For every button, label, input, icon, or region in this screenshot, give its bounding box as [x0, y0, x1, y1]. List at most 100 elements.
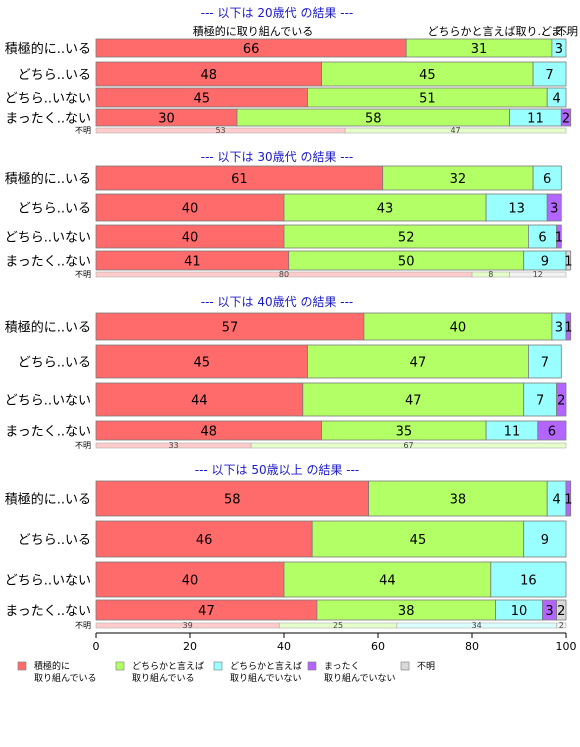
row-label: どちら..いる: [18, 68, 91, 83]
unknown-segment: [250, 442, 567, 449]
bar-segment: [546, 193, 562, 222]
bar-value-label: 45: [193, 356, 210, 371]
bar-value-label: 43: [377, 202, 394, 217]
row-label: まったく..ない: [5, 604, 91, 619]
row-label: まったく..ない: [5, 255, 91, 270]
bar-value-label: 46: [196, 533, 213, 548]
row-label: どちら..いる: [18, 533, 91, 548]
top-label-3: ど..: [541, 25, 559, 38]
bar-value-label: 51: [419, 92, 436, 107]
bar-segment: [551, 38, 567, 58]
bar-segment: [490, 561, 567, 598]
unknown-label: 不明: [75, 270, 91, 279]
bar-segment: [95, 344, 308, 379]
bar-value-label: 50: [398, 255, 415, 270]
unknown-value-label: 25: [333, 621, 343, 630]
bar-value-label: 41: [184, 255, 201, 270]
bar-value-label: 6: [543, 172, 551, 187]
x-tick-label: 60: [371, 640, 385, 653]
bar-value-label: 47: [410, 356, 427, 371]
legend-swatch: [213, 661, 223, 671]
bar-segment: [560, 108, 572, 127]
bar-value-label: 10: [511, 604, 528, 619]
legend-label: 取り組んでいる: [34, 672, 97, 684]
bar-segment: [363, 312, 553, 341]
bar-segment: [283, 561, 492, 598]
bar-segment: [95, 382, 304, 417]
legend-swatch: [400, 661, 410, 671]
bar-segment: [565, 312, 572, 341]
row-label: 積極的に..いる: [5, 41, 91, 57]
x-tick-label: 100: [556, 640, 577, 653]
bar-value-label: 1: [564, 321, 572, 336]
bar-segment: [485, 193, 548, 222]
top-label-4: ま..: [551, 25, 569, 38]
bar-value-label: 32: [450, 172, 467, 187]
bar-segment: [556, 224, 562, 249]
legend-label: 積極的に: [34, 660, 70, 672]
unknown-value-label: 2: [559, 621, 564, 630]
x-tick-label: 0: [93, 640, 100, 653]
bar-value-label: 57: [222, 321, 239, 336]
bar-segment: [95, 61, 323, 87]
bar-segment: [283, 193, 487, 222]
bar-value-label: 3: [555, 42, 563, 57]
row-label: 積極的に..いる: [5, 171, 91, 187]
top-label-5: 不明: [556, 25, 578, 38]
x-tick-label: 80: [465, 640, 479, 653]
row-label: まったく..ない: [5, 425, 91, 440]
bar-value-label: 61: [231, 172, 248, 187]
bar-value-label: 40: [182, 202, 199, 217]
bar-value-label: 6: [548, 425, 556, 440]
bar-value-label: 3: [545, 604, 553, 619]
bar-value-label: 31: [471, 42, 488, 57]
bar-segment: [95, 165, 384, 191]
legend-swatch: [115, 661, 125, 671]
bar-value-label: 2: [557, 604, 565, 619]
bar-segment: [307, 344, 529, 379]
bar-value-label: 44: [191, 394, 208, 409]
panel-title-3: --- 以下は 40歳代 の結果 ---: [201, 295, 354, 309]
unknown-value-label: 47: [450, 126, 460, 135]
bar-segment: [532, 61, 567, 87]
bar-segment: [532, 165, 562, 191]
row-label: どちら..いない: [5, 574, 91, 589]
x-tick-label: 20: [183, 640, 197, 653]
bar-segment: [523, 520, 567, 558]
unknown-value-label: 80: [279, 270, 289, 279]
bar-value-label: 9: [541, 533, 549, 548]
bar-segment: [537, 420, 567, 441]
legend-label: どちらかと言えば: [132, 660, 204, 672]
bar-value-label: 2: [562, 112, 570, 127]
legend-label: 取り組んでいない: [324, 672, 396, 684]
bar-segment: [311, 520, 525, 558]
bar-value-label: 4: [552, 92, 560, 107]
bar-value-label: 30: [158, 112, 175, 127]
unknown-value-label: 67: [403, 441, 413, 450]
bar-value-label: 40: [450, 321, 467, 336]
bar-value-label: 38: [398, 604, 415, 619]
bar-value-label: 7: [536, 394, 544, 409]
bar-value-label: 58: [224, 493, 241, 508]
legend-label: まったく: [324, 661, 360, 672]
row-label: どちら..いる: [18, 356, 91, 371]
bar-value-label: 66: [243, 42, 260, 57]
panel-title-4: --- 以下は 50歳以上 の結果 ---: [195, 463, 360, 477]
unknown-value-label: 34: [472, 621, 482, 630]
legend-label: どちらかと言えば: [230, 660, 302, 672]
bar-value-label: 11: [504, 425, 521, 440]
bar-value-label: 9: [541, 255, 549, 270]
unknown-label: 不明: [75, 126, 91, 135]
bar-value-label: 58: [365, 112, 382, 127]
legend-label: 取り組んでいない: [230, 672, 302, 684]
legend-swatch: [17, 661, 27, 671]
unknown-value-label: 8: [488, 270, 493, 279]
bar-value-label: 3: [555, 321, 563, 336]
bar-value-label: 38: [450, 493, 467, 508]
unknown-segment: [344, 127, 567, 134]
bar-value-label: 47: [198, 604, 215, 619]
bar-value-label: 40: [182, 574, 199, 589]
unknown-segment: [509, 271, 567, 278]
bar-value-label: 45: [419, 68, 436, 83]
